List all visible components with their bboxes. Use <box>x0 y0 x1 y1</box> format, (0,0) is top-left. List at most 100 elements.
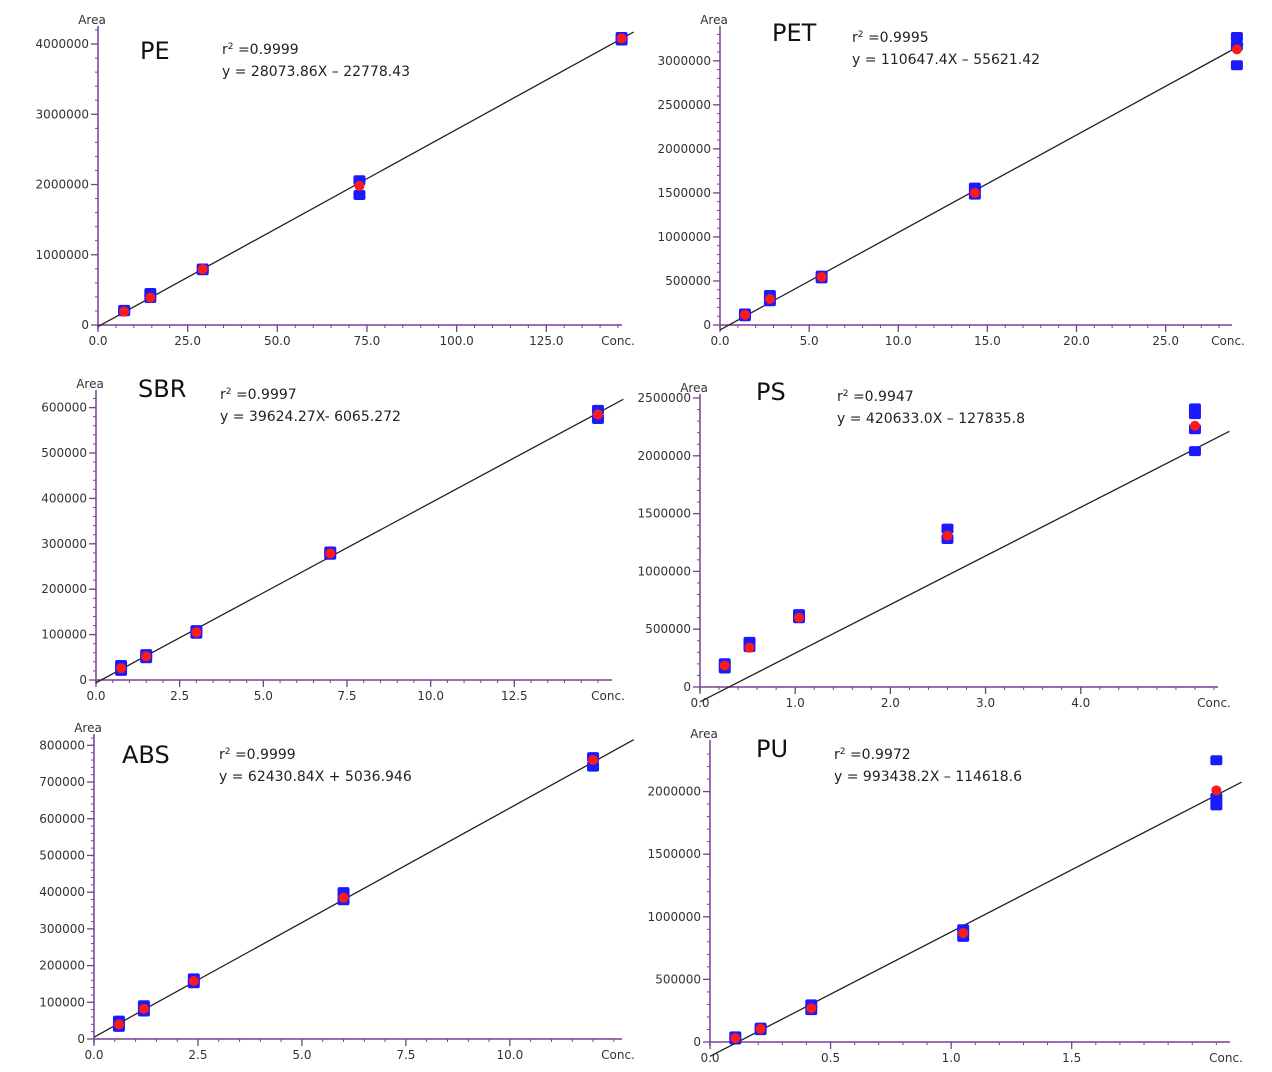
mean-point <box>719 660 730 671</box>
mean-point <box>338 892 349 903</box>
y-tick-label: 3000000 <box>36 107 89 121</box>
mean-point <box>116 663 127 674</box>
x-tick-label: 0.5 <box>821 1051 840 1065</box>
mean-point <box>1189 420 1200 431</box>
x-tick-label: 75.0 <box>354 334 381 348</box>
y-tick-label: 3000000 <box>658 54 711 68</box>
x-tick-label: 10.0 <box>885 334 912 348</box>
regression-line <box>97 31 634 328</box>
mean-point <box>969 187 980 198</box>
measured-point <box>1230 32 1243 43</box>
chart-panel-sbr: 0 100000 200000 300000 400000 500000 600000 0.0… <box>10 366 640 722</box>
y-axis-label: Area <box>78 13 106 27</box>
chart-title: PS <box>756 378 786 406</box>
x-tick-label: 125.0 <box>529 334 563 348</box>
x-tick-label: 0.0 <box>88 334 107 348</box>
regression-equation: y = 420633.0X – 127835.8 <box>837 411 1025 427</box>
regression-line <box>719 43 1244 331</box>
mean-point <box>138 1003 149 1014</box>
y-tick-label: 0 <box>683 680 691 694</box>
mean-point <box>354 180 365 191</box>
y-tick-label: 1000000 <box>638 564 691 578</box>
y-axis-label: Area <box>680 381 708 395</box>
y-tick-label: 1000000 <box>648 910 701 924</box>
y-tick-label: 0 <box>77 1032 85 1046</box>
measured-point <box>587 761 600 772</box>
y-tick-label: 300000 <box>41 537 87 551</box>
mean-point <box>730 1033 741 1044</box>
chart-title: SBR <box>138 375 186 403</box>
chart-panel-pu: 0 500000 1000000 1500000 2000000 0.0 0.5 1.0 1.5… <box>632 716 1262 1072</box>
y-tick-label: 100000 <box>41 628 87 642</box>
measured-point <box>1188 409 1201 420</box>
y-tick-label: 500000 <box>645 622 691 636</box>
r-squared-text: r2 =0.9999 <box>219 747 296 763</box>
y-tick-label: 200000 <box>41 582 87 596</box>
x-axis-label: Conc. <box>1211 334 1245 348</box>
mean-point <box>119 306 130 317</box>
regression-equation: y = 28073.86X – 22778.43 <box>222 64 410 80</box>
y-tick-label: 1500000 <box>658 186 711 200</box>
chart-title: PU <box>756 735 788 763</box>
chart-pet: 0 500000 1000000 1500000 2000000 2500000 30000… <box>658 13 1245 348</box>
mean-point <box>744 642 755 653</box>
x-tick-label: 10.0 <box>417 689 444 703</box>
x-tick-label: 2.5 <box>188 1048 207 1062</box>
y-tick-label: 300000 <box>39 922 85 936</box>
x-tick-label: 50.0 <box>264 334 291 348</box>
x-tick-label: 0.0 <box>86 689 105 703</box>
measured-point <box>1210 792 1223 803</box>
x-axis-label: Conc. <box>601 334 635 348</box>
y-tick-label: 600000 <box>39 812 85 826</box>
mean-point <box>1211 785 1222 796</box>
y-tick-label: 1000000 <box>658 230 711 244</box>
chart-title: ABS <box>122 741 170 769</box>
x-tick-label: 1.0 <box>942 1051 961 1065</box>
measured-point <box>941 523 954 534</box>
x-tick-label: 20.0 <box>1063 334 1090 348</box>
mean-point <box>739 309 750 320</box>
y-tick-label: 500000 <box>655 972 701 986</box>
x-tick-label: 1.0 <box>786 696 805 710</box>
y-tick-label: 1500000 <box>638 507 691 521</box>
mean-point <box>145 292 156 303</box>
y-tick-label: 700000 <box>39 775 85 789</box>
x-tick-label: 12.5 <box>501 689 528 703</box>
y-tick-label: 400000 <box>39 885 85 899</box>
measured-point <box>1210 800 1223 811</box>
x-tick-label: 4.0 <box>1071 696 1090 710</box>
x-tick-label: 5.0 <box>800 334 819 348</box>
r-squared-text: r2 =0.9947 <box>837 389 914 405</box>
mean-point <box>616 33 627 44</box>
x-tick-label: 7.5 <box>337 689 356 703</box>
x-tick-label: 7.5 <box>396 1048 415 1062</box>
x-axis-label: Conc. <box>1197 696 1231 710</box>
chart-panel-ps: 0 500000 1000000 1500000 2000000 2500000 0.0 1.… <box>632 366 1262 722</box>
x-tick-label: 25.0 <box>174 334 201 348</box>
y-tick-label: 0 <box>81 318 89 332</box>
y-tick-label: 1000000 <box>36 248 89 262</box>
x-axis-label: Conc. <box>601 1048 635 1062</box>
y-tick-label: 0 <box>693 1035 701 1049</box>
mean-point <box>764 294 775 305</box>
mean-point <box>113 1019 124 1030</box>
y-tick-label: 200000 <box>39 959 85 973</box>
chart-abs: 0 100000 200000 300000 400000 500000 600000 700… <box>39 721 635 1062</box>
r-squared-text: r2 =0.9997 <box>220 387 297 403</box>
y-axis-label: Area <box>690 727 718 741</box>
y-tick-label: 2500000 <box>658 98 711 112</box>
x-tick-label: 1.5 <box>1062 1051 1081 1065</box>
r-squared-text: r2 =0.9995 <box>852 30 929 46</box>
regression-equation: y = 993438.2X – 114618.6 <box>834 769 1022 785</box>
mean-point <box>793 612 804 623</box>
mean-point <box>816 272 827 283</box>
y-tick-label: 4000000 <box>36 37 89 51</box>
regression-equation: y = 39624.27X- 6065.272 <box>220 409 401 425</box>
r-squared-text: r2 =0.9972 <box>834 747 911 763</box>
measured-point <box>353 190 366 201</box>
y-tick-label: 0 <box>79 673 87 687</box>
regression-equation: y = 62430.84X + 5036.946 <box>219 769 412 785</box>
x-tick-label: 100.0 <box>439 334 473 348</box>
y-tick-label: 500000 <box>665 274 711 288</box>
y-tick-label: 2000000 <box>648 785 701 799</box>
